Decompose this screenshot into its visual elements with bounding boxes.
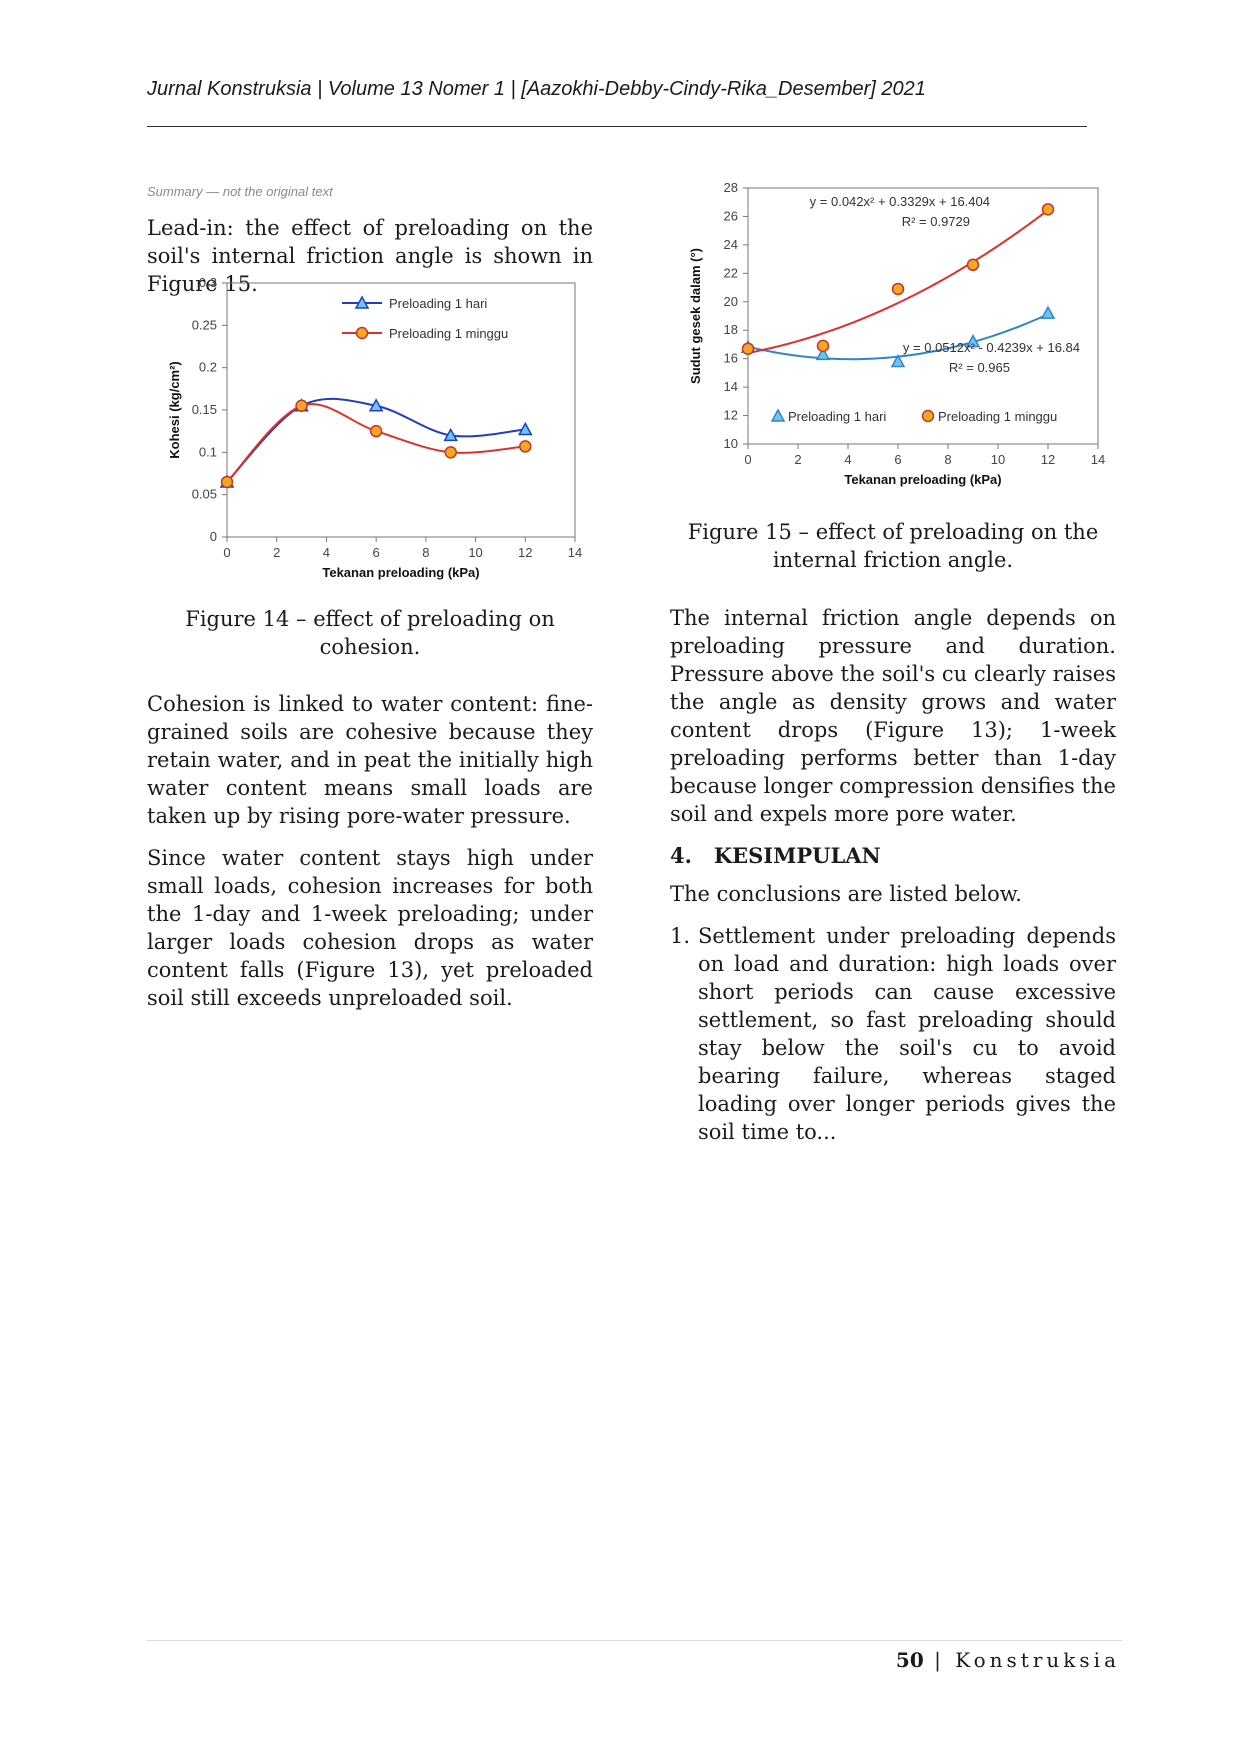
fig15-data-point	[891, 282, 905, 296]
fig15-y-tick-label: 16	[724, 351, 738, 366]
fig14-x-tick-label: 2	[273, 545, 280, 560]
fig14-data-point	[368, 398, 384, 412]
fig14-data-point	[519, 440, 532, 453]
fig14-x-tick-label: 12	[518, 545, 532, 560]
item-text: Settlement under preloading depends on l…	[698, 924, 1116, 1144]
fig15-x-tick-label: 6	[894, 452, 901, 467]
item-number: 1.	[670, 924, 691, 948]
fig14-x-tick-label: 0	[223, 545, 230, 560]
fig15-r2-1-hari: R² = 0.965	[949, 360, 1010, 375]
fig15-y-tick-label: 10	[724, 436, 738, 451]
fig15-y-tick-label: 18	[724, 322, 738, 337]
fig14-data-point	[220, 475, 234, 489]
fig15-data-point	[890, 353, 906, 368]
figure-14-caption: Figure 14 – effect of preloading on cohe…	[185, 607, 555, 659]
fig14-y-tick-label: 0.05	[192, 487, 217, 502]
fig14-x-tick-label: 8	[422, 545, 429, 560]
footer-separator: |	[923, 1648, 956, 1672]
cohesion-paragraph-2: Since water content stays high under sma…	[147, 846, 593, 1010]
fig15-data-point	[816, 339, 830, 353]
fig15-y-tick-label: 28	[724, 180, 738, 195]
fig15-legend-label: Preloading 1 hari	[788, 409, 886, 424]
fig15-y-tick-label: 22	[724, 265, 738, 280]
fig15-y-axis-label: Sudut gesek dalam (°)	[688, 248, 703, 384]
fig15-x-tick-label: 8	[944, 452, 951, 467]
fig14-plot-frame	[226, 282, 576, 538]
left-column: Summary — not the original text Lead-in:…	[147, 178, 593, 312]
fig15-r2-1-minggu: R² = 0.9729	[902, 214, 970, 229]
fig14-legend-label: Preloading 1 minggu	[389, 326, 508, 341]
left-column-body: Cohesion is linked to water content: fin…	[147, 690, 593, 1026]
section-heading: 4. KESIMPULAN	[670, 842, 1116, 870]
fig14-legend-label: Preloading 1 hari	[389, 296, 487, 311]
fig15-y-tick-label: 12	[724, 408, 738, 423]
conclusion-item-1: 1. Settlement under preloading depends o…	[670, 922, 1116, 1146]
fig15-x-tick-label: 2	[794, 452, 801, 467]
fig14-data-point	[443, 427, 458, 442]
fig15-data-point	[966, 258, 980, 272]
fig14-data-point	[444, 446, 457, 459]
intro-summary: Lead-in: the effect of preloading on the…	[147, 216, 593, 296]
fig15-x-tick-label: 14	[1091, 452, 1105, 467]
cohesion-chart: 0 2 4 6 8 10 12 14 0 0.05 0.1 0.15 0.2 0.25 0.3 Tekanan…	[167, 275, 582, 580]
fig15-x-tick-label: 0	[744, 452, 751, 467]
figure-14: 0 2 4 6 8 10 12 14 0 0.05 0.1 0.15 0.2 0.25 0.3 Tekanan…	[147, 265, 593, 661]
fig15-legend-marker	[770, 408, 786, 422]
figure-15: 0 2 4 6 8 10 12 14 10 12 14 16 18 20 22 24 26 28 Tekanan p…	[670, 176, 1116, 574]
fig15-y-tick-label: 20	[724, 294, 738, 309]
fig15-trendline-2	[747, 209, 1049, 354]
fig15-x-tick-label: 4	[844, 452, 851, 467]
fig15-plot-frame	[747, 187, 1099, 445]
page-number: 50	[895, 1648, 924, 1672]
cohesion-paragraph-1: Cohesion is linked to water content: fin…	[147, 692, 593, 828]
fig14-legend-marker	[354, 295, 370, 309]
fig14-y-tick-label: 0	[210, 529, 217, 544]
fig14-legend-marker	[355, 326, 369, 340]
fig14-x-tick-label: 6	[373, 545, 380, 560]
fig14-y-tick-label: 0.2	[199, 360, 217, 375]
fig15-data-point	[1041, 203, 1055, 216]
fig15-y-tick-label: 26	[724, 208, 738, 223]
fig14-data-point	[295, 399, 308, 413]
fig15-x-axis-label: Tekanan preloading (kPa)	[844, 472, 1001, 487]
fig14-x-tick-label: 14	[568, 545, 582, 560]
fig14-y-tick-label: 0.3	[199, 275, 217, 290]
fig15-data-point	[1040, 305, 1056, 319]
conclusion-intro: The conclusions are listed below.	[670, 882, 1022, 906]
fig14-x-tick-label: 10	[468, 545, 482, 560]
fig15-legend-label: Preloading 1 minggu	[938, 409, 1057, 424]
fig15-data-point	[965, 334, 981, 348]
journal-name: Konstruksia	[955, 1648, 1120, 1672]
fig14-y-tick-label: 0.1	[199, 444, 217, 459]
fig14-data-point	[369, 424, 383, 438]
fig14-y-axis-label: Kohesi (kg/cm²)	[167, 361, 182, 459]
fig15-y-tick-label: 14	[724, 379, 738, 394]
fig15-y-tick-label: 24	[724, 237, 738, 252]
fig14-series-line-2	[226, 403, 526, 483]
fig14-x-tick-label: 4	[323, 545, 330, 560]
fig14-y-tick-label: 0.25	[192, 317, 217, 332]
fig15-equation-1-hari: y = 0.0512x² - 0.4239x + 16.84	[903, 340, 1080, 355]
fig15-equation-1-minggu: y = 0.042x² + 0.3329x + 16.404	[810, 194, 990, 209]
header-rule	[147, 126, 1087, 127]
fig15-data-point	[815, 346, 831, 361]
fig14-data-point	[518, 421, 533, 436]
figure-15-caption: Figure 15 – effect of preloading on the …	[687, 520, 1099, 572]
fig15-x-tick-label: 12	[1041, 452, 1055, 467]
fig15-data-point	[741, 342, 755, 355]
fig14-x-axis-label: Tekanan preloading (kPa)	[322, 565, 479, 580]
fig15-x-tick-label: 10	[991, 452, 1005, 467]
right-column: The internal friction angle depends on p…	[670, 604, 1116, 1146]
page-footer: 50 | Konstruksia	[896, 1648, 1120, 1672]
section-title: KESIMPULAN	[713, 843, 881, 868]
summary-notice: Summary — not the original text	[147, 184, 333, 199]
fig15-legend-marker	[921, 409, 935, 423]
footer-rule	[147, 1640, 1122, 1641]
running-head: Jurnal Konstruksia | Volume 13 Nomer 1 |…	[147, 78, 926, 100]
section-number: 4.	[670, 843, 692, 868]
friction-paragraph: The internal friction angle depends on p…	[670, 606, 1116, 826]
fig14-y-tick-label: 0.15	[192, 402, 217, 417]
